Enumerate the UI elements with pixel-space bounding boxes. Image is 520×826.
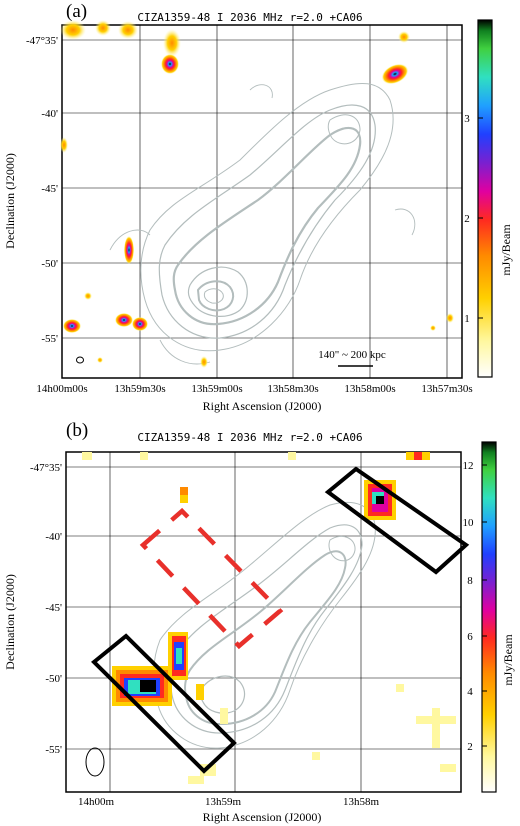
- svg-text:-47°35': -47°35': [26, 35, 58, 47]
- svg-text:14h00m: 14h00m: [78, 796, 115, 808]
- panel-a-title: CIZA1359-48 I 2036 MHz r=2.0 +CA06: [137, 11, 362, 24]
- panel-b-ylabel: Declination (J2000): [3, 574, 17, 670]
- svg-text:3: 3: [464, 113, 470, 125]
- svg-text:-40': -40': [45, 531, 62, 543]
- panel-a-colorbar-label: mJy/Beam: [499, 224, 513, 276]
- svg-text:-47°35': -47°35': [30, 462, 62, 474]
- panel-b-xticks: 14h00m 13h59m 13h58m: [78, 796, 380, 808]
- panel-b-yticks: -47°35' -40' -45' -50' -55': [30, 462, 62, 756]
- panel-a-xlabel: Right Ascension (J2000): [203, 399, 322, 413]
- svg-text:12: 12: [463, 460, 474, 472]
- panel-a-radio-sources: [60, 20, 454, 368]
- svg-text:-45': -45': [45, 602, 62, 614]
- panel-b-label: (b): [66, 420, 88, 441]
- svg-text:4: 4: [467, 686, 473, 698]
- svg-text:10: 10: [463, 517, 475, 529]
- panel-a-cbar-ticks: 1 2 3: [464, 113, 483, 325]
- panel-b-colorbar: [481, 441, 497, 793]
- svg-text:14h00m00s: 14h00m00s: [36, 383, 87, 395]
- svg-text:13h59m30s: 13h59m30s: [114, 383, 165, 395]
- svg-text:13h59m00s: 13h59m00s: [191, 383, 242, 395]
- panel-b-pixel-sources: [82, 452, 456, 784]
- panel-a: (a) CIZA1359-48 I 2036 MHz r=2.0 +CA06: [3, 1, 513, 413]
- panel-a-scalebar-label: 140" ~ 200 kpc: [318, 349, 386, 361]
- panel-a-ylabel: Declination (J2000): [3, 153, 17, 249]
- svg-text:-45': -45': [41, 183, 58, 195]
- svg-text:13h57m30s: 13h57m30s: [421, 383, 472, 395]
- panel-a-beam-ellipse: [76, 356, 84, 364]
- panel-a-xray-contours: [109, 82, 416, 365]
- svg-text:13h58m00s: 13h58m00s: [344, 383, 395, 395]
- svg-text:2: 2: [467, 741, 473, 753]
- panel-a-xticks: 14h00m00s 13h59m30s 13h59m00s 13h58m30s …: [36, 383, 472, 395]
- panel-b-colorbar-label: mJy/Beam: [501, 634, 515, 686]
- panel-b-cbar-ticks: 2 4 6 8 10 12: [463, 460, 487, 753]
- panel-b: (b) CIZA1359-48 I 2036 MHz r=2.0 +CA06: [3, 420, 515, 824]
- svg-text:-55': -55': [41, 333, 58, 345]
- svg-text:1: 1: [464, 313, 470, 325]
- panel-b-xlabel: Right Ascension (J2000): [203, 810, 322, 824]
- svg-text:-40': -40': [41, 108, 58, 120]
- panel-b-dashed-region: [139, 507, 284, 650]
- panel-a-yticks: -47°35' -40' -45' -50' -55': [26, 35, 58, 345]
- svg-text:2: 2: [464, 213, 470, 225]
- svg-text:13h58m: 13h58m: [343, 796, 380, 808]
- panel-a-colorbar: [477, 19, 493, 378]
- svg-text:13h59m: 13h59m: [205, 796, 242, 808]
- panel-b-xray-contours: [153, 501, 376, 749]
- svg-text:8: 8: [467, 575, 473, 587]
- panel-b-beam-ellipse: [85, 747, 105, 777]
- svg-text:6: 6: [467, 631, 473, 643]
- svg-text:13h58m30s: 13h58m30s: [267, 383, 318, 395]
- svg-text:-55': -55': [45, 744, 62, 756]
- svg-text:-50': -50': [41, 258, 58, 270]
- svg-text:-50': -50': [45, 673, 62, 685]
- panel-a-label: (a): [66, 1, 87, 22]
- panel-b-title: CIZA1359-48 I 2036 MHz r=2.0 +CA06: [137, 431, 362, 444]
- panel-b-relic-boxes: [91, 466, 470, 774]
